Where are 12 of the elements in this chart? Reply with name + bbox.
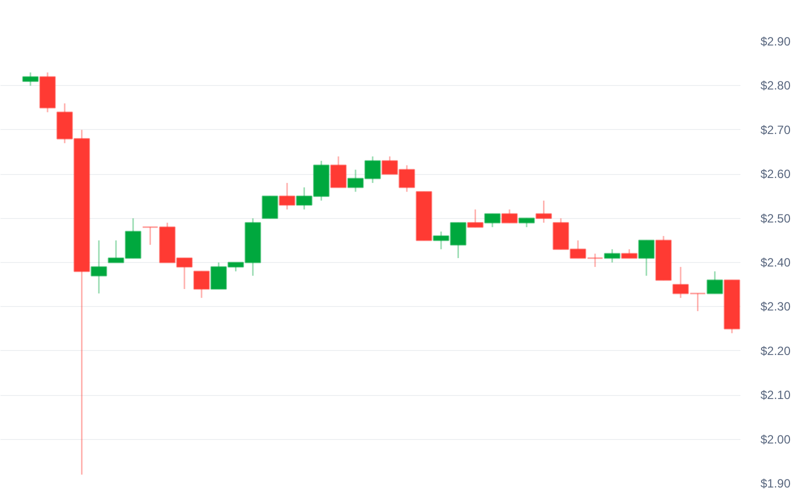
y-tick-label: $2.30 — [760, 300, 791, 314]
y-tick-label: $2.90 — [760, 34, 791, 48]
y-tick-label: $2.40 — [760, 256, 791, 270]
y-tick-label: $2.00 — [760, 432, 791, 446]
y-tick-label: $2.70 — [760, 122, 791, 137]
y-tick-label: $2.20 — [760, 344, 791, 358]
y-tick-label: $1.90 — [760, 476, 791, 490]
candlestick — [262, 195, 278, 220]
y-tick-label: $2.50 — [760, 211, 791, 226]
y-tick-label: $2.80 — [760, 78, 791, 93]
y-tick-label: $2.10 — [760, 388, 791, 402]
y-tick-label: $2.60 — [760, 167, 791, 182]
